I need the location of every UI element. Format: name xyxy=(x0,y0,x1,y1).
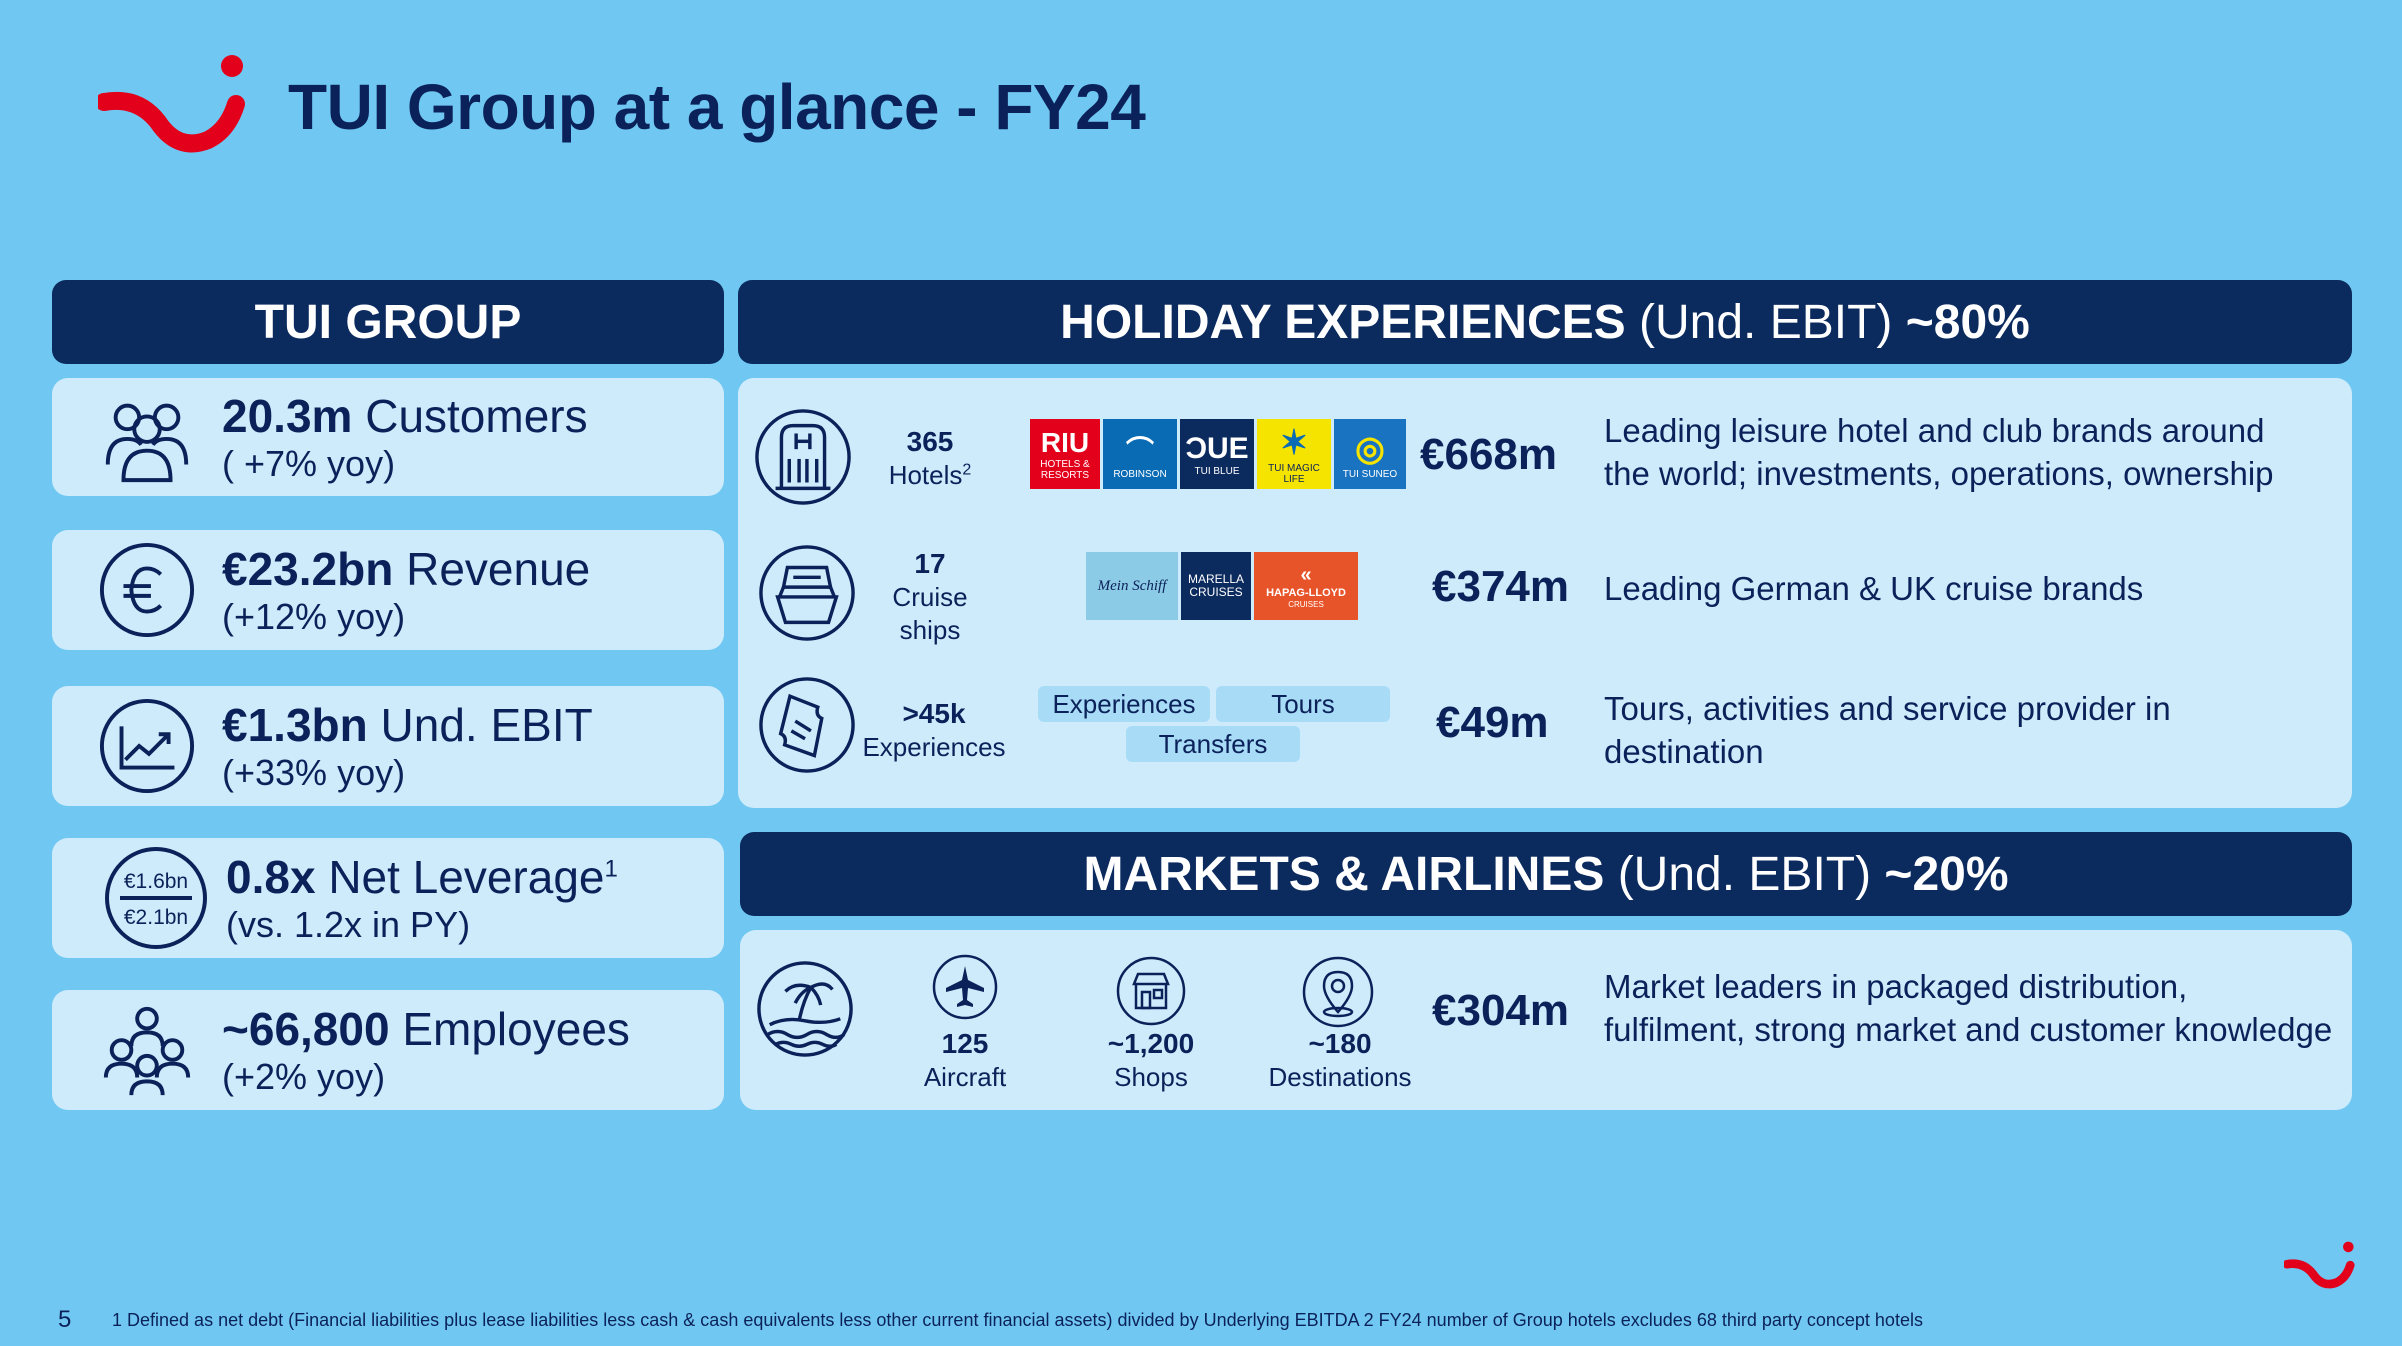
hotels-amount: €668m xyxy=(1420,430,1558,479)
kpi-sub: (+12% yoy) xyxy=(222,595,406,637)
aircraft-icon xyxy=(932,954,998,1020)
kpi-label: Revenue xyxy=(406,542,591,595)
group-header: TUI GROUP xyxy=(52,280,724,364)
cruise-count: 17 xyxy=(914,548,946,579)
cruise-brand-logos: Mein Schiff MARELLA CRUISES «HAPAG-LLOYD C… xyxy=(1086,552,1358,620)
tui-magic-life-logo: ✶ TUI MAGIC LIFE xyxy=(1257,419,1331,489)
kpi-value: 0.8x xyxy=(226,850,316,903)
customers-icon xyxy=(105,403,189,483)
kpi-value: €1.3bn xyxy=(222,698,368,751)
employees-icon xyxy=(103,1006,191,1096)
markets-header-title: MARKETS & AIRLINES xyxy=(1083,847,1605,901)
kpi-customers: 20.3m Customers ( +7% yoy) xyxy=(52,378,724,496)
cruise-amount: €374m xyxy=(1432,562,1570,611)
leverage-debt: €1.6bn xyxy=(123,870,189,893)
kpi-revenue: €23.2bn Revenue (+12% yoy) xyxy=(52,530,724,650)
mein-schiff-logo: Mein Schiff xyxy=(1086,552,1178,620)
markets-description: Market leaders in packaged distribution,… xyxy=(1604,968,2333,1048)
tui-logo-small xyxy=(2284,1241,2355,1289)
footnote-ref: 1 xyxy=(604,855,618,883)
destinations-label: ~180 Destinations xyxy=(1258,1026,1422,1094)
beach-icon xyxy=(757,961,853,1057)
holiday-header: HOLIDAY EXPERIENCES (Und. EBIT) ~80% xyxy=(738,280,2352,364)
aircraft-count: 125 xyxy=(941,1028,989,1059)
markets-card xyxy=(740,930,2352,1110)
kpi-value: €23.2bn xyxy=(222,542,394,595)
tag-transfers: Transfers xyxy=(1126,726,1300,762)
kpi-value: ~66,800 xyxy=(222,1002,390,1055)
riu-logo: RIU HOTELS & RESORTS xyxy=(1030,419,1100,489)
shops-label: ~1,200 Shops xyxy=(1076,1026,1226,1094)
marella-cruises-logo: MARELLA CRUISES xyxy=(1181,552,1251,620)
hapag-lloyd-cruises-logo: «HAPAG-LLOYD CRUISES xyxy=(1254,552,1358,620)
page-number: 5 xyxy=(58,1306,72,1333)
tag-experiences: Experiences xyxy=(1038,686,1210,722)
destinations-count: ~180 xyxy=(1308,1028,1372,1059)
hotel-icon xyxy=(755,409,851,505)
leverage-icon: €1.6bn €2.1bn xyxy=(104,846,208,950)
euro-icon xyxy=(99,542,195,638)
location-pin-icon xyxy=(1302,956,1374,1028)
shops-text: Shops xyxy=(1114,1062,1188,1092)
tui-suneo-logo: ◎ TUI SUNEO xyxy=(1334,419,1406,489)
tui-logo xyxy=(98,55,245,153)
holiday-header-pct: ~80% xyxy=(1905,295,2030,349)
markets-amount: €304m xyxy=(1432,986,1570,1035)
kpi-label: Und. EBIT xyxy=(380,698,593,751)
cruise-text: Cruise xyxy=(892,582,968,612)
footnote: 1 Defined as net debt (Financial liabili… xyxy=(112,1310,1923,1330)
experiences-amount: €49m xyxy=(1436,698,1549,747)
markets-header-metric: (Und. EBIT) xyxy=(1604,847,1885,901)
holiday-header-title: HOLIDAY EXPERIENCES xyxy=(1060,295,1626,349)
holiday-card xyxy=(738,378,2352,808)
hotels-description: Leading leisure hotel and club brands ar… xyxy=(1604,412,2274,492)
leverage-ebitda: €2.1bn xyxy=(123,906,189,929)
kpi-value: 20.3m xyxy=(222,389,353,442)
kpi-net-leverage: €1.6bn €2.1bn 0.8x Net Leverage1 (vs. 1.… xyxy=(52,838,724,958)
shops-count: ~1,200 xyxy=(1107,1028,1195,1059)
markets-header: MARKETS & AIRLINES (Und. EBIT) ~20% xyxy=(740,832,2352,916)
robinson-logo: ⌒ ROBINSON xyxy=(1103,419,1177,489)
kpi-label: Customers xyxy=(365,389,588,442)
kpi-sub: ( +7% yoy) xyxy=(222,442,396,484)
footnote-ref: 2 xyxy=(962,461,972,479)
page-title: TUI Group at a glance - FY24 xyxy=(288,71,1146,143)
hotels-count: 365 xyxy=(906,426,954,457)
aircraft-text: Aircraft xyxy=(923,1062,1007,1092)
cruise-description: Leading German & UK cruise brands xyxy=(1604,570,2144,607)
kpi-ebit: €1.3bn Und. EBIT (+33% yoy) xyxy=(52,686,724,806)
kpi-employees: ~66,800 Employees (+2% yoy) xyxy=(52,990,724,1110)
kpi-label: Employees xyxy=(402,1002,630,1055)
cruise-ship-icon xyxy=(759,545,855,641)
hotels-text: Hotels xyxy=(888,460,963,490)
destinations-text: Destinations xyxy=(1268,1062,1412,1092)
markets-header-pct: ~20% xyxy=(1884,847,2009,901)
holiday-header-metric: (Und. EBIT) xyxy=(1625,295,1906,349)
cruise-text-2: ships xyxy=(899,614,961,645)
experiences-description: Tours, activities and service provider i… xyxy=(1604,690,2171,770)
hotel-brand-logos: RIU HOTELS & RESORTS ⌒ ROBINSON ƆUE TUI BLU… xyxy=(1030,419,1406,489)
experiences-count: >45k xyxy=(902,698,966,729)
experiences-label: >45k Experiences xyxy=(856,696,1012,764)
aircraft-label: 125 Aircraft xyxy=(890,1026,1040,1094)
cruise-label: 17 Cruise ships xyxy=(860,546,1000,646)
hotels-label: 365 Hotels2 xyxy=(860,424,1000,492)
kpi-label: Net Leverage xyxy=(328,850,605,903)
kpi-sub: (+2% yoy) xyxy=(222,1055,386,1097)
kpi-sub: (+33% yoy) xyxy=(222,751,406,793)
kpi-sub: (vs. 1.2x in PY) xyxy=(226,903,471,945)
ticket-icon xyxy=(759,677,855,773)
tag-tours: Tours xyxy=(1216,686,1390,722)
shop-icon xyxy=(1116,956,1186,1026)
experiences-text: Experiences xyxy=(862,732,1006,762)
tui-blue-logo: ƆUE TUI BLUE xyxy=(1180,419,1254,489)
growth-chart-icon xyxy=(99,698,195,794)
